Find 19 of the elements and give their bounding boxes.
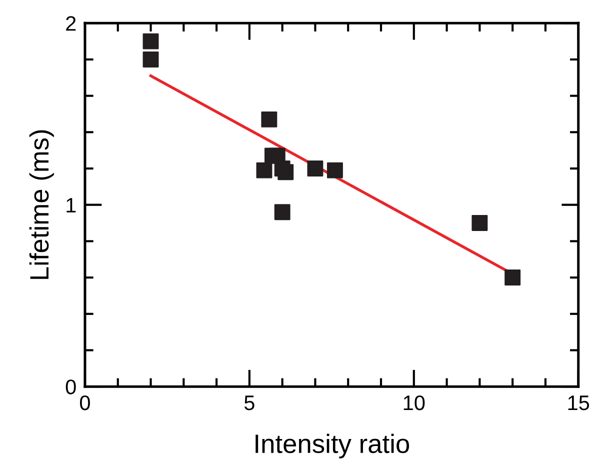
point xyxy=(278,164,294,180)
x-tick-label: 5 xyxy=(244,396,254,410)
y-tick-label: 2 xyxy=(66,16,76,31)
point xyxy=(307,160,324,176)
point xyxy=(274,204,290,220)
point xyxy=(256,162,272,178)
x-tick-label: 15 xyxy=(568,396,590,410)
x-tick-label: 0 xyxy=(80,395,90,410)
point xyxy=(504,270,521,286)
point xyxy=(472,215,488,231)
y-tick-label: 0 xyxy=(66,380,76,394)
y-axis-title: Lifetime (ms) xyxy=(29,130,54,279)
x-axis-title: Intensity ratio xyxy=(256,434,410,458)
y-tick-label: 1 xyxy=(66,198,76,212)
x-tick-label: 10 xyxy=(404,395,425,410)
point xyxy=(142,51,159,68)
point xyxy=(261,111,278,128)
point xyxy=(142,33,159,50)
point xyxy=(326,162,343,178)
